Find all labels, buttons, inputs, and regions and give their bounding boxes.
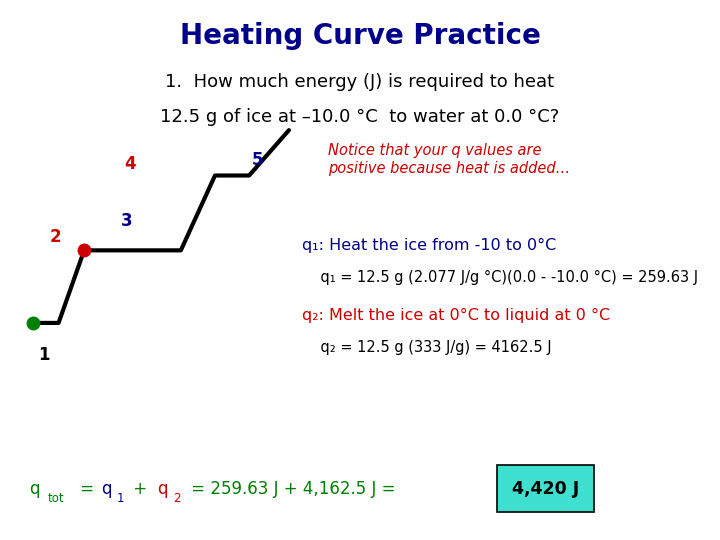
Text: q₁: Heat the ice from -10 to 0°C: q₁: Heat the ice from -10 to 0°C xyxy=(302,238,557,253)
Text: q₂: Melt the ice at 0°C to liquid at 0 °C: q₂: Melt the ice at 0°C to liquid at 0 °… xyxy=(302,308,611,323)
Text: Heating Curve Practice: Heating Curve Practice xyxy=(179,22,541,50)
Text: =: = xyxy=(75,480,99,498)
Text: 4,420 J: 4,420 J xyxy=(512,480,579,498)
Text: +: + xyxy=(128,480,153,498)
Text: 12.5 g of ice at –10.0 °C  to water at 0.0 °C?: 12.5 g of ice at –10.0 °C to water at 0.… xyxy=(161,108,559,126)
Text: 1: 1 xyxy=(39,346,50,363)
Text: q: q xyxy=(29,480,40,498)
Text: Notice that your q values are
positive because heat is added…: Notice that your q values are positive b… xyxy=(328,143,570,176)
Text: 1: 1 xyxy=(117,492,124,505)
Text: 2: 2 xyxy=(50,228,62,246)
Text: q₁ = 12.5 g (2.077 J/g °C)(0.0 - -10.0 °C) = 259.63 J: q₁ = 12.5 g (2.077 J/g °C)(0.0 - -10.0 °… xyxy=(302,270,698,285)
Text: q: q xyxy=(101,480,112,498)
Text: q: q xyxy=(157,480,168,498)
Text: q₂ = 12.5 g (333 J/g) = 4162.5 J: q₂ = 12.5 g (333 J/g) = 4162.5 J xyxy=(302,340,552,355)
Text: 3: 3 xyxy=(121,212,132,230)
Text: = 259.63 J + 4,162.5 J =: = 259.63 J + 4,162.5 J = xyxy=(186,480,400,498)
Text: 1.  How much energy (J) is required to heat: 1. How much energy (J) is required to he… xyxy=(166,73,554,91)
Text: 2: 2 xyxy=(173,492,180,505)
Text: 5: 5 xyxy=(252,151,264,168)
FancyBboxPatch shape xyxy=(497,465,594,512)
Text: 4: 4 xyxy=(124,155,135,173)
Text: tot: tot xyxy=(48,492,64,505)
